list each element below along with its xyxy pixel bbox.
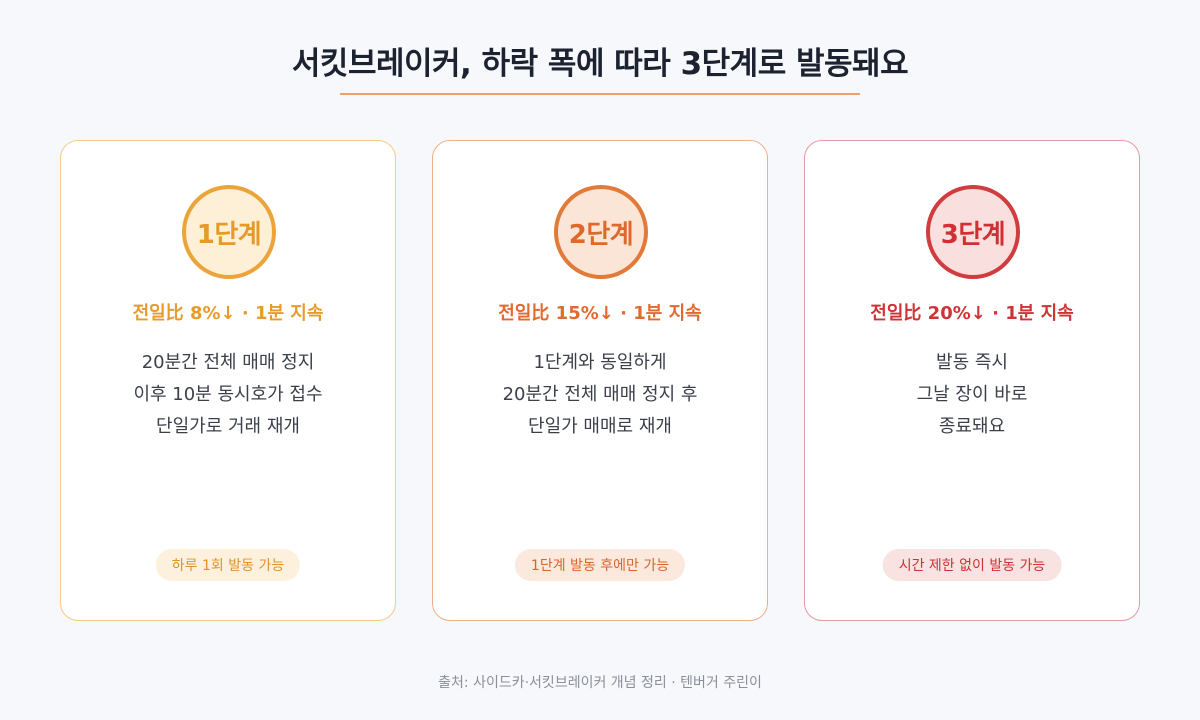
title-underline bbox=[340, 93, 860, 95]
stage-card-2: 2단계 전일比 15%↓ · 1분 지속 1단계와 동일하게 20분간 전체 매… bbox=[432, 140, 768, 621]
stage-badge-3: 3단계 bbox=[926, 185, 1020, 279]
stage-card-1: 1단계 전일比 8%↓ · 1분 지속 20분간 전체 매매 정지 이후 10분… bbox=[60, 140, 396, 621]
stage-card-3: 3단계 전일比 20%↓ · 1분 지속 발동 즉시 그날 장이 바로 종료돼요… bbox=[804, 140, 1140, 621]
stage-note-1: 하루 1회 발동 가능 bbox=[155, 549, 301, 581]
description-line: 20분간 전체 매매 정지 후 bbox=[502, 384, 698, 405]
stage-note-3: 시간 제한 없이 발동 가능 bbox=[882, 549, 1062, 581]
description-line: 20분간 전체 매매 정지 bbox=[141, 352, 315, 373]
page-title: 서킷브레이커, 하락 폭에 따라 3단계로 발동돼요 bbox=[291, 46, 909, 82]
description-line: 이후 10분 동시호가 접수 bbox=[133, 384, 323, 405]
description-line: 발동 즉시 bbox=[936, 352, 1008, 373]
stage-badge-1: 1단계 bbox=[182, 185, 276, 279]
stage-badge-2: 2단계 bbox=[554, 185, 648, 279]
stage-description-3: 발동 즉시 그날 장이 바로 종료돼요 bbox=[805, 347, 1139, 443]
source-caption: 출처: 사이드카·서킷브레이커 개념 정리 · 텐버거 주린이 bbox=[438, 675, 762, 691]
description-line: 그날 장이 바로 bbox=[916, 384, 1028, 405]
stage-condition-1: 전일比 8%↓ · 1분 지속 bbox=[132, 303, 324, 324]
stage-condition-3: 전일比 20%↓ · 1분 지속 bbox=[870, 303, 1074, 324]
description-line: 단일가 매매로 재개 bbox=[528, 416, 672, 437]
description-line: 단일가로 거래 재개 bbox=[156, 416, 300, 437]
stage-description-1: 20분간 전체 매매 정지 이후 10분 동시호가 접수 단일가로 거래 재개 bbox=[61, 347, 395, 443]
stage-condition-2: 전일比 15%↓ · 1분 지속 bbox=[498, 303, 702, 324]
description-line: 1단계와 동일하게 bbox=[533, 352, 667, 373]
stage-note-2: 1단계 발동 후에만 가능 bbox=[514, 549, 686, 581]
stage-description-2: 1단계와 동일하게 20분간 전체 매매 정지 후 단일가 매매로 재개 bbox=[433, 347, 767, 443]
description-line: 종료돼요 bbox=[938, 416, 1006, 437]
